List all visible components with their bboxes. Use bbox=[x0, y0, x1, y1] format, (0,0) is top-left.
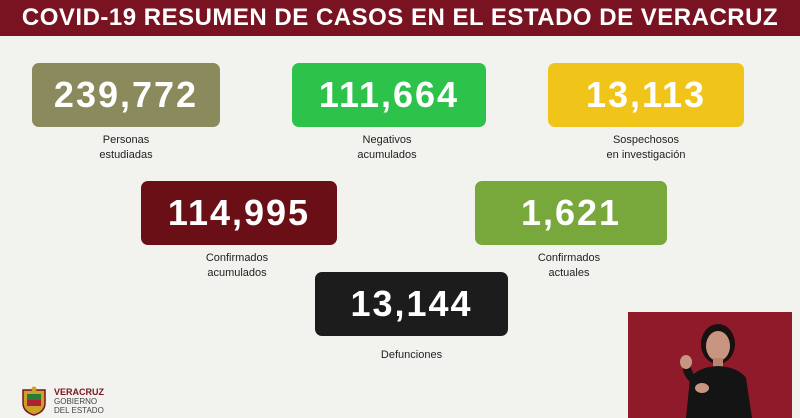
stat-value: 114,995 bbox=[167, 192, 311, 233]
header-bar: COVID-19 RESUMEN DE CASOS EN EL ESTADO D… bbox=[0, 0, 800, 36]
stat-box: 114,995 bbox=[141, 181, 337, 245]
stat-label: Personas estudiadas bbox=[99, 134, 153, 161]
stat-value: 13,113 bbox=[585, 74, 707, 115]
stat-box: 1,621 bbox=[475, 181, 667, 245]
stat-value: 239,772 bbox=[53, 74, 199, 115]
stat-box: 13,144 bbox=[315, 272, 508, 336]
logo-text: VERACRUZ GOBIERNO DEL ESTADO bbox=[54, 386, 105, 415]
stat-label: Defunciones bbox=[380, 349, 443, 361]
stat-confirmados-acumulados: 114,995 Confirmados acumulados bbox=[141, 181, 337, 281]
interpreter-figure-icon bbox=[628, 312, 792, 418]
stat-label: Confirmados acumulados bbox=[205, 252, 269, 279]
veracruz-logo: VERACRUZ GOBIERNO DEL ESTADO bbox=[20, 386, 104, 416]
logo-line-1: GOBIERNO bbox=[54, 396, 98, 406]
stat-box: 111,664 bbox=[292, 63, 486, 127]
state-coat-of-arms-icon bbox=[20, 386, 48, 416]
stat-defunciones: 13,144 Defunciones bbox=[315, 272, 508, 363]
stat-label: Negativos acumulados bbox=[357, 134, 417, 161]
stat-label: Sospechosos en investigación bbox=[606, 134, 686, 161]
stat-personas-estudiadas: 239,772 Personas estudiadas bbox=[32, 63, 220, 163]
stat-value: 1,621 bbox=[520, 192, 622, 233]
stat-value: 13,144 bbox=[350, 283, 473, 324]
stat-confirmados-actuales: 1,621 Confirmados actuales bbox=[475, 181, 667, 281]
stat-negativos-acumulados: 111,664 Negativos acumulados bbox=[292, 63, 486, 163]
stat-value: 111,664 bbox=[318, 74, 460, 115]
stat-box: 239,772 bbox=[32, 63, 220, 127]
sign-language-interpreter-video bbox=[628, 312, 792, 418]
stat-sospechosos: 13,113 Sospechosos en investigación bbox=[548, 63, 744, 163]
logo-main-text: VERACRUZ bbox=[54, 386, 105, 397]
page-title: COVID-19 RESUMEN DE CASOS EN EL ESTADO D… bbox=[21, 4, 779, 31]
stat-label: Confirmados actuales bbox=[537, 252, 601, 279]
logo-line-2: DEL ESTADO bbox=[54, 405, 104, 415]
stat-box: 13,113 bbox=[548, 63, 744, 127]
